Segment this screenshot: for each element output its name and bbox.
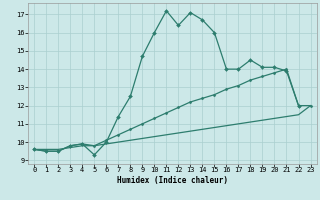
X-axis label: Humidex (Indice chaleur): Humidex (Indice chaleur)	[117, 176, 228, 185]
